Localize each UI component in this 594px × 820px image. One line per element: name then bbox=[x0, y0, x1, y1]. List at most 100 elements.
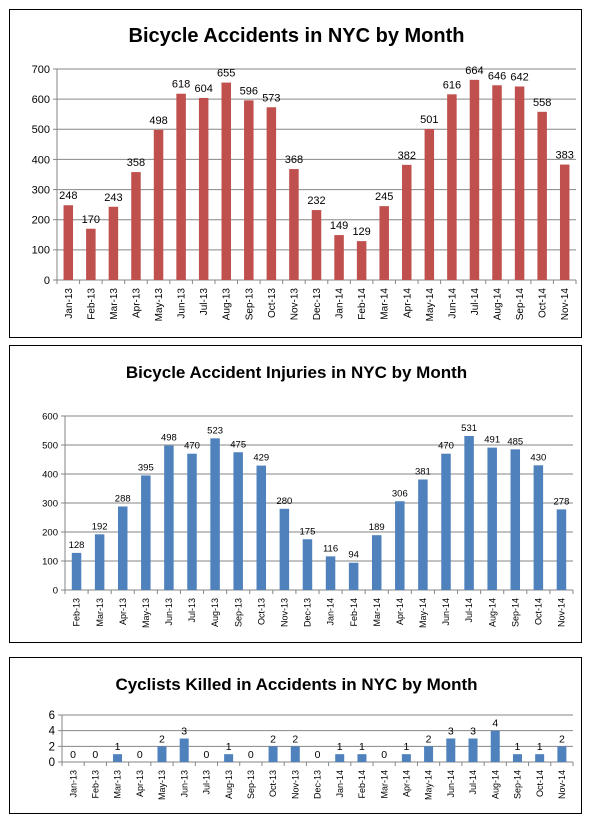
bar bbox=[71, 552, 82, 590]
y-tick-label: 0 bbox=[49, 757, 55, 769]
data-label: 491 bbox=[484, 435, 500, 446]
bar bbox=[325, 556, 336, 590]
data-label: 475 bbox=[230, 439, 246, 450]
bar bbox=[268, 746, 278, 762]
x-tick-label: Jul-14 bbox=[468, 770, 478, 795]
x-tick-label: Dec-13 bbox=[312, 288, 323, 321]
x-tick-label: Nov-14 bbox=[560, 288, 571, 321]
chart-title: Bicycle Accidents in NYC by Month bbox=[129, 25, 465, 47]
x-tick-label: Oct-14 bbox=[535, 770, 545, 797]
data-label: 1 bbox=[337, 741, 343, 753]
x-tick-label: Jan-14 bbox=[326, 598, 336, 626]
x-tick-label: Jan-14 bbox=[335, 288, 346, 319]
data-label: 616 bbox=[443, 79, 461, 91]
bar bbox=[556, 509, 567, 590]
data-label: 604 bbox=[194, 83, 212, 95]
chart-injuries: Bicycle Accident Injuries in NYC by Mont… bbox=[42, 363, 574, 628]
data-label: 232 bbox=[307, 195, 325, 207]
data-label: 2 bbox=[426, 733, 432, 745]
bar bbox=[279, 508, 290, 590]
x-tick-label: Mar-14 bbox=[379, 770, 389, 799]
data-label: 573 bbox=[262, 92, 280, 104]
bar bbox=[401, 754, 411, 762]
data-label: 618 bbox=[172, 79, 190, 91]
bar bbox=[464, 436, 474, 590]
y-tick-label: 0 bbox=[44, 275, 50, 287]
x-tick-label: Oct-14 bbox=[538, 288, 549, 318]
y-tick-label: 700 bbox=[32, 64, 50, 76]
y-tick-label: 0 bbox=[53, 585, 58, 596]
x-tick-label: Aug-13 bbox=[210, 598, 220, 627]
data-label: 531 bbox=[461, 423, 477, 434]
data-label: 358 bbox=[127, 157, 145, 169]
y-tick-label: 500 bbox=[42, 440, 58, 451]
bar bbox=[244, 100, 254, 280]
data-label: 1 bbox=[537, 741, 543, 753]
x-tick-label: Nov-13 bbox=[290, 770, 300, 799]
data-label: 498 bbox=[149, 115, 167, 127]
x-tick-label: Aug-14 bbox=[490, 770, 500, 799]
x-tick-label: Nov-14 bbox=[557, 598, 567, 627]
bar bbox=[424, 128, 435, 280]
x-tick-label: Sep-14 bbox=[513, 770, 523, 799]
x-tick-label: Feb-13 bbox=[86, 288, 97, 320]
bar bbox=[157, 746, 167, 762]
x-tick-label: Jun-14 bbox=[447, 288, 458, 319]
data-label: 646 bbox=[488, 70, 506, 82]
data-label: 368 bbox=[285, 154, 303, 166]
x-tick-label: Jun-13 bbox=[179, 770, 189, 798]
data-label: 655 bbox=[217, 68, 235, 80]
x-tick-label: Jan-13 bbox=[68, 770, 78, 798]
x-tick-label: Mar-14 bbox=[380, 288, 391, 320]
y-tick-label: 2 bbox=[49, 741, 55, 753]
bar bbox=[164, 445, 174, 590]
x-tick-label: Apr-14 bbox=[402, 770, 412, 797]
x-tick-label: Apr-14 bbox=[402, 288, 413, 318]
bar bbox=[441, 453, 451, 590]
data-label: 642 bbox=[510, 71, 528, 83]
x-tick-label: Oct-13 bbox=[268, 770, 278, 797]
x-tick-label: Mar-14 bbox=[372, 598, 382, 627]
data-label: 149 bbox=[330, 220, 348, 232]
bar bbox=[371, 535, 382, 590]
y-tick-label: 400 bbox=[42, 469, 58, 480]
data-label: 288 bbox=[115, 493, 131, 504]
bar bbox=[379, 206, 389, 280]
data-label: 192 bbox=[92, 521, 108, 532]
bar bbox=[256, 465, 267, 590]
bar bbox=[233, 452, 243, 590]
y-tick-label: 400 bbox=[32, 154, 50, 166]
x-tick-label: Mar-13 bbox=[95, 598, 105, 627]
data-label: 94 bbox=[348, 550, 359, 561]
data-label: 1 bbox=[515, 741, 521, 753]
bar bbox=[557, 746, 567, 762]
data-label: 1 bbox=[226, 741, 232, 753]
y-tick-label: 600 bbox=[42, 411, 58, 422]
bar bbox=[468, 738, 478, 762]
data-label: 306 bbox=[392, 488, 408, 499]
data-label: 116 bbox=[323, 543, 338, 554]
bar bbox=[198, 97, 209, 281]
x-tick-label: Apr-13 bbox=[131, 288, 142, 318]
y-tick-label: 100 bbox=[42, 556, 58, 567]
data-label: 3 bbox=[448, 726, 454, 738]
bar bbox=[289, 169, 299, 280]
x-tick-label: Aug-14 bbox=[487, 598, 497, 627]
x-tick-label: Feb-13 bbox=[72, 598, 82, 627]
x-tick-label: Jul-14 bbox=[464, 598, 474, 623]
chart-killed: Cyclists Killed in Accidents in NYC by M… bbox=[49, 675, 574, 800]
x-tick-label: Jul-13 bbox=[187, 598, 197, 623]
bar bbox=[187, 453, 197, 590]
data-label: 170 bbox=[82, 214, 100, 226]
data-label: 175 bbox=[300, 526, 316, 537]
x-tick-label: Apr-13 bbox=[135, 770, 145, 797]
x-tick-label: Dec-13 bbox=[303, 598, 313, 627]
x-tick-label: Nov-13 bbox=[280, 598, 290, 627]
x-tick-label: May-14 bbox=[425, 288, 436, 322]
data-label: 429 bbox=[253, 453, 269, 464]
bar bbox=[221, 82, 231, 280]
x-tick-label: Oct-13 bbox=[267, 288, 278, 318]
data-label: 498 bbox=[161, 433, 177, 444]
bar bbox=[266, 107, 277, 280]
x-tick-label: Nov-13 bbox=[289, 288, 300, 321]
